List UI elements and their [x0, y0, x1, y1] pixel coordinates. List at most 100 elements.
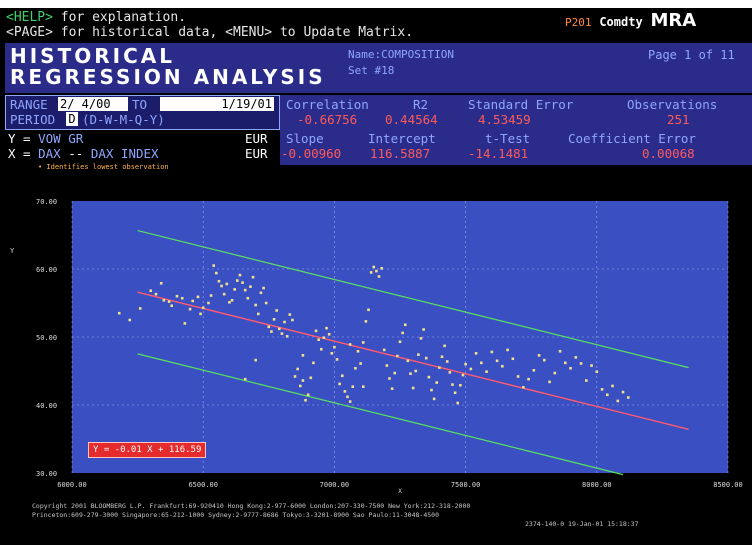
data-point [372, 265, 376, 269]
data-point [393, 371, 397, 375]
data-point [314, 329, 318, 333]
data-point [600, 388, 604, 391]
data-point [590, 364, 593, 367]
data-point [411, 386, 415, 390]
page-key[interactable]: <PAGE> [6, 25, 53, 40]
data-point [272, 318, 276, 321]
range-label: RANGE [10, 97, 48, 112]
x-tick-label: 6500.00 [188, 481, 218, 489]
data-point [228, 301, 231, 304]
data-point [243, 377, 247, 381]
data-point [388, 377, 391, 380]
data-point [340, 374, 344, 378]
data-point [201, 306, 205, 310]
data-point [396, 354, 399, 358]
data-point [285, 335, 289, 338]
data-point [333, 345, 336, 349]
upper-band-line [137, 229, 689, 369]
data-point [595, 370, 599, 373]
help-text: for explanation. [60, 10, 187, 25]
y-type: GR [68, 131, 84, 146]
y-prefix: Y = [8, 131, 31, 146]
data-point [149, 289, 153, 293]
x-name: DAX INDEX [90, 146, 159, 161]
data-point [406, 359, 410, 363]
y-tick-label: 50.00 [36, 334, 57, 342]
scatter-chart: 6000.00 6500.00 7000.00 7500.00 8000.00 8500.… [10, 198, 743, 493]
data-point [199, 312, 202, 316]
stat-header-t-test: t-Test [485, 131, 531, 146]
data-point [154, 292, 158, 296]
data-point [585, 379, 588, 382]
data-point [569, 366, 572, 370]
data-point [443, 344, 446, 348]
data-point [356, 349, 360, 353]
data-point [262, 286, 265, 290]
data-point [511, 357, 515, 361]
data-point [191, 299, 195, 303]
data-point [267, 325, 271, 329]
data-point [301, 354, 305, 357]
stat-header-std-error: Standard Error [468, 97, 574, 112]
stat-coef-error: 0.00068 [642, 146, 695, 161]
data-point [403, 323, 407, 327]
stat-header-intercept: Intercept [368, 131, 436, 146]
data-point [309, 376, 313, 380]
data-point [225, 282, 229, 286]
range-from-input[interactable]: 2/ 4/00 [58, 97, 128, 111]
help-key[interactable]: <HELP> [6, 10, 53, 25]
data-point [621, 390, 625, 394]
data-point [480, 361, 483, 365]
data-point [553, 371, 557, 375]
data-point [298, 384, 302, 388]
menu-key[interactable]: <MENU> [225, 25, 273, 40]
title-band [5, 43, 752, 93]
data-point [215, 271, 218, 275]
data-point [558, 349, 562, 353]
data-point [626, 396, 630, 399]
regression-line [137, 291, 689, 430]
terminal-screen: <HELP> for explanation. <PAGE> for histo… [0, 8, 752, 545]
data-point [306, 393, 310, 397]
y-axis-label: Y [10, 247, 15, 255]
lowest-observation-note: • Identifies lowest observation [38, 163, 169, 171]
data-point [351, 385, 355, 388]
data-point [180, 296, 184, 300]
x-tick-label: 8000.00 [582, 481, 612, 489]
data-point [220, 284, 223, 288]
data-point [335, 358, 339, 361]
range-to-input[interactable]: 1/19/01 [160, 97, 274, 111]
stat-header-slope: Slope [286, 131, 324, 146]
y-tick-label: 70.00 [36, 198, 57, 206]
data-point [209, 294, 213, 297]
regression-equation-label: Y = -0.01 X + 116.59 [88, 442, 207, 458]
data-point [616, 399, 620, 403]
period-label: PERIOD [10, 112, 56, 127]
data-point [451, 383, 454, 386]
name-value[interactable]: COMPOSITION [381, 48, 454, 61]
x-tick-label: 8500.00 [713, 481, 743, 489]
data-point [128, 318, 132, 322]
data-point [438, 366, 441, 369]
menu-text: to Update Matrix. [279, 25, 414, 40]
data-point [440, 355, 444, 359]
data-point [501, 364, 504, 368]
title-line-2: REGRESSION ANALYSIS [10, 65, 326, 89]
data-point [254, 303, 257, 307]
data-point [359, 362, 362, 365]
data-point [435, 381, 439, 384]
data-point [361, 341, 365, 344]
x-ticker[interactable]: DAX [38, 146, 61, 161]
data-point [532, 369, 536, 372]
data-point [293, 375, 297, 378]
data-point [283, 320, 286, 324]
data-point [288, 313, 292, 316]
data-point [385, 364, 389, 367]
data-point [117, 311, 121, 315]
y-ticker[interactable]: VOW [38, 131, 61, 146]
data-point [167, 300, 171, 303]
page-indicator: Page 1 of 11 [648, 48, 735, 62]
x-currency: EUR [245, 146, 268, 161]
period-input[interactable]: D [66, 112, 78, 126]
data-point [506, 348, 509, 352]
